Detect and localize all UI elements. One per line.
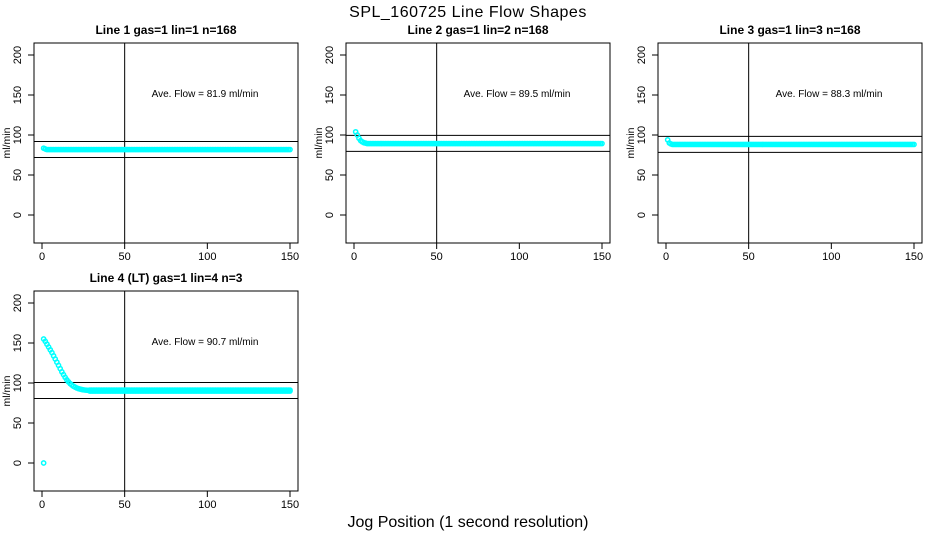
x-tick-label: 50: [119, 251, 131, 263]
ave-flow-annotation: Ave. Flow = 81.9 ml/min: [152, 89, 259, 100]
panel-line-1: Line 1 gas=1 lin=1 n=168 Ave. Flow = 81.9…: [0, 20, 312, 268]
data-points: [40, 336, 293, 466]
y-tick-label: 150: [324, 86, 336, 104]
data-points: [352, 128, 605, 147]
y-tick-label: 200: [12, 46, 24, 64]
y-axis: 0 50 100 150 200: [12, 294, 34, 466]
y-tick-label: 150: [636, 86, 648, 104]
y-tick-label: 200: [324, 46, 336, 64]
plot-frame: [657, 42, 923, 244]
y-tick-label: 50: [12, 169, 24, 181]
y-axis: 0 50 100 150 200: [636, 46, 658, 218]
data-point: [40, 460, 47, 466]
plot-frame: [33, 42, 299, 244]
x-tick-label: 50: [431, 251, 443, 263]
ave-flow-annotation: Ave. Flow = 88.3 ml/min: [776, 89, 883, 100]
panel-line-4: Line 4 (LT) gas=1 lin=4 n=3 Ave. Flow = 9…: [0, 268, 312, 516]
panel-line-2: Line 2 gas=1 lin=2 n=168 Ave. Flow = 89.5…: [312, 20, 624, 268]
x-tick-label: 100: [198, 251, 216, 263]
y-tick-label: 100: [12, 126, 24, 144]
y-tick-label: 100: [12, 374, 24, 392]
panel-line-3: Line 3 gas=1 lin=3 n=168 Ave. Flow = 88.3…: [624, 20, 936, 268]
x-tick-label: 100: [822, 251, 840, 263]
x-axis: 0 50 100 150: [39, 243, 299, 263]
y-tick-label: 0: [636, 212, 648, 218]
x-tick-label: 150: [905, 251, 923, 263]
x-axis: 0 50 100 150: [39, 491, 299, 511]
panel-plot: Line 3 gas=1 lin=3 n=168 Ave. Flow = 88.3…: [625, 23, 923, 263]
y-tick-label: 50: [12, 417, 24, 429]
x-tick-label: 100: [198, 499, 216, 511]
y-tick-label: 100: [636, 126, 648, 144]
y-tick-label: 0: [12, 460, 24, 466]
x-tick-label: 150: [593, 251, 611, 263]
data-points: [40, 145, 293, 153]
y-axis-title: ml/min: [1, 375, 13, 406]
x-axis-label: Jog Position (1 second resolution): [347, 514, 589, 531]
ave-flow-annotation: Ave. Flow = 89.5 ml/min: [464, 89, 571, 100]
y-tick-label: 50: [324, 169, 336, 181]
x-axis: 0 50 100 150: [663, 243, 923, 263]
y-tick-label: 100: [324, 126, 336, 144]
figure-title: SPL_160725 Line Flow Shapes: [349, 4, 587, 21]
data-point: [599, 140, 605, 147]
x-tick-label: 0: [663, 251, 669, 263]
panel-plot: Line 4 (LT) gas=1 lin=4 n=3 Ave. Flow = 9…: [1, 271, 299, 511]
data-point: [287, 388, 293, 394]
plot-frame: [345, 42, 611, 244]
x-tick-label: 50: [743, 251, 755, 263]
y-axis-title: ml/min: [1, 127, 13, 158]
panel-title: Line 3 gas=1 lin=3 n=168: [719, 23, 860, 37]
x-tick-label: 50: [119, 499, 131, 511]
y-axis: 0 50 100 150 200: [12, 46, 34, 218]
x-tick-label: 150: [281, 499, 299, 511]
x-tick-label: 0: [351, 251, 357, 263]
panel-title: Line 4 (LT) gas=1 lin=4 n=3: [90, 271, 243, 285]
plot-frame: [33, 290, 299, 492]
x-tick-label: 150: [281, 251, 299, 263]
y-axis-title: ml/min: [625, 127, 637, 158]
data-point: [911, 141, 917, 148]
y-tick-label: 150: [12, 86, 24, 104]
y-axis-title: ml/min: [313, 127, 325, 158]
y-tick-label: 200: [636, 46, 648, 64]
y-tick-label: 50: [636, 169, 648, 181]
y-axis: 0 50 100 150 200: [324, 46, 346, 218]
ave-flow-annotation: Ave. Flow = 90.7 ml/min: [152, 337, 259, 348]
panel-plot: Line 1 gas=1 lin=1 n=168 Ave. Flow = 81.9…: [1, 23, 299, 263]
panel-title: Line 1 gas=1 lin=1 n=168: [95, 23, 236, 37]
x-axis: 0 50 100 150: [351, 243, 611, 263]
panel-title: Line 2 gas=1 lin=2 n=168: [407, 23, 548, 37]
y-tick-label: 150: [12, 334, 24, 352]
y-tick-label: 0: [12, 212, 24, 218]
data-point: [287, 146, 293, 153]
y-tick-label: 0: [324, 212, 336, 218]
x-tick-label: 100: [510, 251, 528, 263]
panel-plot: Line 2 gas=1 lin=2 n=168 Ave. Flow = 89.5…: [313, 23, 611, 263]
x-tick-label: 0: [39, 499, 45, 511]
y-tick-label: 200: [12, 294, 24, 312]
x-tick-label: 0: [39, 251, 45, 263]
data-points: [664, 136, 917, 148]
